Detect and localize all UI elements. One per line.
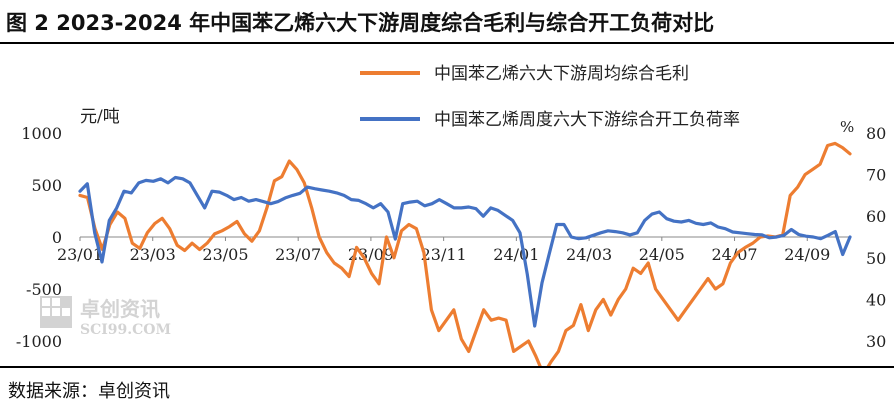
right-tick-label: 50 [866,249,886,268]
right-tick-label: 60 [866,207,886,226]
legend: 中国苯乙烯六大下游周均综合毛利 中国苯乙烯周度六大下游综合开工负荷率 [360,64,740,130]
watermark-text-cn: 卓创资讯 [80,297,160,321]
left-axis-unit-label: 元/吨 [80,107,120,127]
left-tick-label: -500 [26,280,62,299]
chart-area: 卓创资讯 SCI99.COM 元/吨 % 1000 500 0 -500 -1000 8… [0,44,894,376]
x-tick-label: 23/11 [421,245,467,264]
right-tick-label: 30 [866,332,886,351]
x-tick-label: 23/03 [130,245,176,264]
left-tick-label: 1000 [21,124,62,143]
right-tick-label: 40 [866,290,886,309]
x-tick-label: 23/01 [57,245,103,264]
legend-item-orange: 中国苯乙烯六大下游周均综合毛利 [360,64,689,84]
series-line-gross-margin [78,141,852,376]
chart-svg: 卓创资讯 SCI99.COM 元/吨 % 1000 500 0 -500 -1000 8… [16,64,886,376]
right-axis-unit-label: % [840,118,854,136]
left-tick-label: -1000 [16,332,62,351]
right-axis-ticks: 80 70 60 50 40 30 [866,124,886,351]
x-axis-ticks: 23/01 23/03 23/05 23/07 23/09 23/11 24/01 24/03… [57,237,830,264]
watermark-logo: 卓创资讯 SCI99.COM [40,296,171,338]
x-tick-label: 24/07 [711,245,757,264]
x-tick-label: 23/07 [275,245,321,264]
left-tick-label: 0 [52,228,62,247]
left-tick-label: 500 [31,176,62,195]
source-note: 数据来源：卓创资讯 [8,381,170,402]
series-lines [78,141,852,376]
left-axis-ticks: 1000 500 0 -500 -1000 [16,124,62,351]
legend-item-blue: 中国苯乙烯周度六大下游综合开工负荷率 [360,110,740,130]
legend-label-orange: 中国苯乙烯六大下游周均综合毛利 [434,64,689,84]
x-tick-label: 23/05 [202,245,248,264]
legend-label-blue: 中国苯乙烯周度六大下游综合开工负荷率 [434,110,740,130]
x-tick-label: 24/05 [639,245,685,264]
x-tick-label: 24/03 [566,245,612,264]
x-tick-label: 24/09 [784,245,830,264]
x-tick-label: 24/01 [493,245,539,264]
series-line-operating-rate [78,175,852,328]
right-tick-label: 70 [866,166,886,185]
right-tick-label: 80 [866,124,886,143]
chart-title: 图 2 2023-2024 年中国苯乙烯六大下游周度综合毛利与综合开工负荷对比 [6,11,715,35]
footer: 数据来源：卓创资讯 [0,366,894,411]
watermark-text-en: SCI99.COM [80,322,171,338]
title-bar: 图 2 2023-2024 年中国苯乙烯六大下游周度综合毛利与综合开工负荷对比 [0,0,894,44]
